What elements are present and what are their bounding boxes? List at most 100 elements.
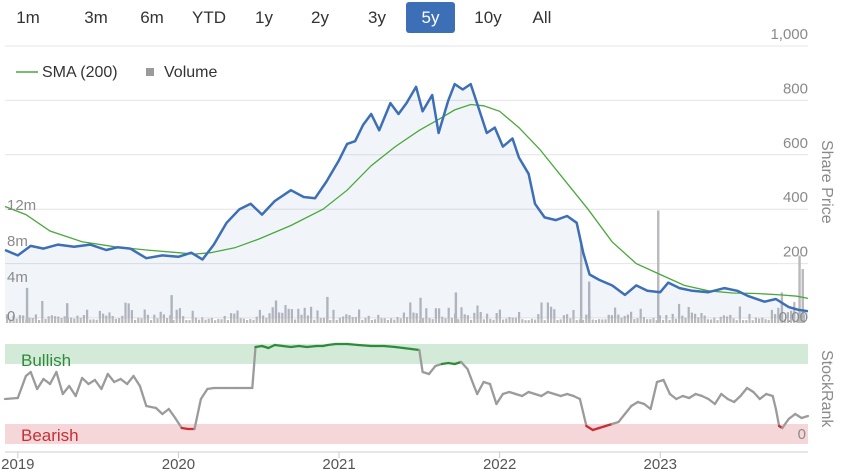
stockrank-segment <box>720 392 729 401</box>
range-button-6m[interactable]: 6m <box>140 8 164 27</box>
volume-bar <box>562 315 565 323</box>
volume-bar <box>297 308 300 323</box>
stockrank-segment <box>488 382 498 406</box>
volume-bar <box>460 307 463 323</box>
volume-bar <box>239 318 242 323</box>
volume-bar <box>217 319 220 323</box>
volume-bar <box>89 319 92 323</box>
stockrank-segment <box>630 400 639 408</box>
volume-bar <box>521 319 524 323</box>
volume-bar <box>188 320 191 323</box>
volume-bar <box>207 318 210 323</box>
volume-bar <box>457 319 460 323</box>
stockrank-segment <box>87 378 97 386</box>
volume-bar <box>332 309 335 323</box>
volume-bar <box>172 320 175 323</box>
volume-bar <box>137 317 140 323</box>
volume-bar <box>326 296 329 323</box>
stockrank-segment <box>540 390 549 398</box>
range-button-10y[interactable]: 10y <box>474 8 502 27</box>
volume-bar <box>242 318 245 323</box>
volume-bar <box>310 306 313 323</box>
volume-bar <box>412 312 415 323</box>
volume-bar <box>134 319 137 323</box>
volume-bar <box>722 315 725 323</box>
stockrank-segment <box>758 392 768 401</box>
volume-bar <box>380 318 383 323</box>
volume-bar <box>41 300 44 323</box>
volume-bar <box>255 316 258 323</box>
stockrank-segment <box>145 404 158 410</box>
volume-bar <box>393 319 396 323</box>
stockrank-segment <box>585 424 594 432</box>
volume-bar <box>530 318 533 323</box>
volume-bar <box>15 318 18 323</box>
volume-bar <box>550 306 553 323</box>
volume-bar <box>444 318 447 323</box>
range-button-ytd[interactable]: YTD <box>192 8 226 27</box>
stockrank-segment <box>305 344 318 349</box>
volume-bar <box>774 314 777 323</box>
volume-bar <box>92 319 95 323</box>
volume-bar <box>489 318 492 323</box>
volume-bar <box>358 309 361 323</box>
volume-bar <box>351 317 354 323</box>
volume-bar <box>329 320 332 323</box>
stockrank-segment <box>74 376 84 398</box>
volume-bar <box>108 312 111 323</box>
stockrank-segment <box>732 394 742 404</box>
stockrank-segment <box>326 342 337 347</box>
volume-bar <box>566 314 569 323</box>
volume-bar <box>258 309 261 323</box>
volume-bar <box>114 318 117 323</box>
volume-bar <box>178 308 181 323</box>
volume-bar <box>28 317 31 323</box>
stockrank-segment <box>476 380 485 396</box>
stockrank-segment <box>138 384 148 408</box>
volume-bar <box>377 314 380 323</box>
stockrank-segment <box>781 417 790 430</box>
range-button-1m[interactable]: 1m <box>16 8 40 27</box>
volume-bar <box>50 315 53 323</box>
volume-bar <box>226 320 229 323</box>
volume-bar <box>790 310 793 323</box>
bearish-band <box>5 424 808 444</box>
volume-bar <box>31 317 34 323</box>
volume-bar <box>476 305 479 323</box>
range-button-1y[interactable]: 1y <box>255 8 273 27</box>
volume-bar <box>98 310 101 323</box>
stockrank-segment <box>297 344 309 349</box>
volume-bar <box>745 320 748 323</box>
range-button-5y[interactable]: 5y <box>406 2 455 33</box>
volume-bar <box>54 316 57 323</box>
stockrank-segment <box>787 412 797 421</box>
volume-bar <box>610 315 613 323</box>
volume-bar <box>801 269 804 323</box>
volume-bar <box>681 315 684 323</box>
volume-bar <box>121 315 124 323</box>
stockrank-segment <box>707 397 717 406</box>
volume-bar <box>466 315 469 323</box>
volume-tick-label: 4m <box>7 269 28 286</box>
volume-bar <box>543 320 546 323</box>
volume-bar <box>47 316 50 323</box>
stockrank-segment <box>119 377 129 386</box>
range-button-3m[interactable]: 3m <box>84 8 108 27</box>
volume-bar <box>479 311 482 323</box>
volume-bar <box>646 319 649 323</box>
volume-bar <box>447 307 450 323</box>
volume-bar <box>758 318 761 323</box>
range-button-2y[interactable]: 2y <box>311 8 329 27</box>
volume-bar <box>402 312 405 323</box>
stockrank-segment <box>125 374 135 386</box>
stockrank-segment <box>382 344 397 349</box>
range-button-all[interactable]: All <box>532 8 552 27</box>
stockrank-segment <box>281 344 293 349</box>
volume-bar <box>706 319 709 323</box>
stockrank-segment <box>42 377 52 386</box>
range-button-3y[interactable]: 3y <box>368 8 386 27</box>
stockrank-segment <box>161 407 170 416</box>
stockrank-segment <box>774 407 781 428</box>
stockrank-segment <box>345 342 360 347</box>
volume-bar <box>607 314 610 323</box>
